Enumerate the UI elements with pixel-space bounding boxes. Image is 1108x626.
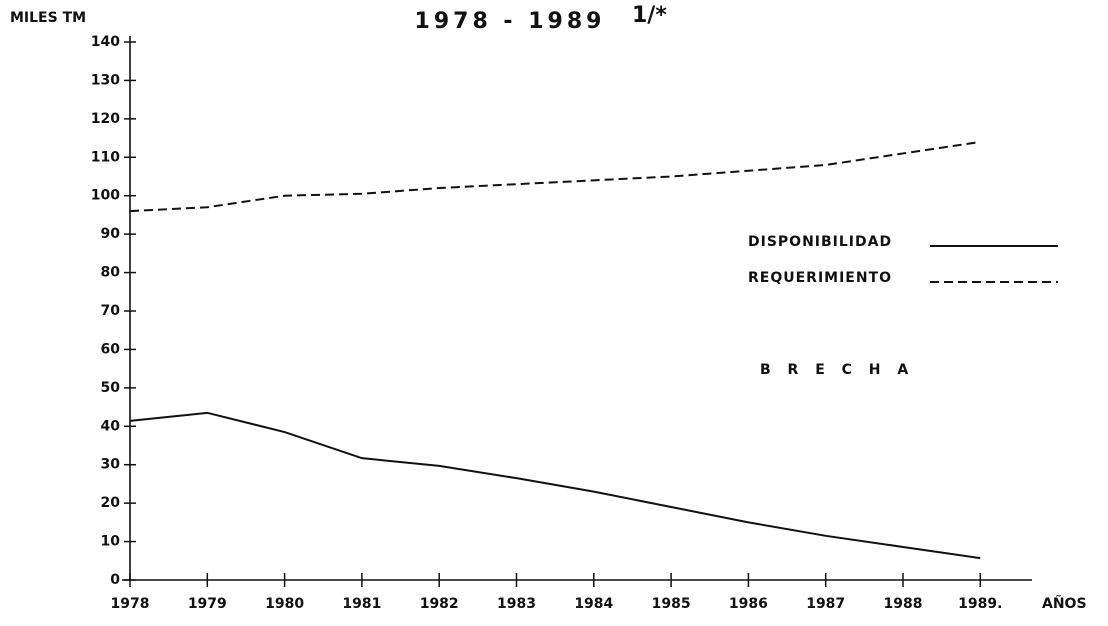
y-tick-label: 10: [101, 534, 121, 550]
x-tick-label: 1985: [652, 596, 691, 612]
x-tick-label: 1980: [265, 596, 304, 612]
legend-label: DISPONIBILIDAD: [748, 234, 892, 250]
y-tick-label: 0: [110, 572, 120, 588]
chart-subtitle: 1978 - 1989: [415, 9, 606, 34]
x-tick-label: 1984: [574, 596, 613, 612]
y-axis-label: MILES TM: [10, 10, 86, 26]
x-tick-label: 1981: [342, 596, 381, 612]
y-tick-label: 100: [91, 188, 120, 204]
legend-label: REQUERIMIENTO: [748, 270, 892, 286]
y-tick-label: 80: [101, 265, 121, 281]
x-tick-label: 1988: [884, 596, 923, 612]
y-tick-label: 140: [91, 34, 120, 50]
footnote-mark: 1/*: [632, 3, 667, 28]
x-tick-label: 1989.: [958, 596, 1002, 612]
x-tick-label: 1978: [111, 596, 150, 612]
x-tick-label: 1986: [729, 596, 768, 612]
y-tick-label: 70: [101, 303, 121, 319]
x-tick-label: 1983: [497, 596, 536, 612]
y-tick-label: 60: [101, 341, 121, 357]
y-tick-label: 110: [91, 149, 120, 165]
x-tick-label: 1979: [188, 596, 227, 612]
annotation: B R E C H A: [760, 362, 914, 378]
y-tick-label: 40: [101, 418, 121, 434]
series-line: [129, 411, 981, 560]
y-tick-label: 90: [101, 226, 121, 242]
y-tick-label: 120: [91, 111, 120, 127]
y-tick-label: 50: [101, 380, 121, 396]
y-tick-label: 130: [91, 72, 120, 88]
y-tick-label: 30: [101, 457, 121, 473]
x-tick-label: 1987: [806, 596, 845, 612]
x-tick-label: 1982: [420, 596, 459, 612]
x-axis-label: AÑOS: [1042, 595, 1087, 612]
series-line: [129, 140, 981, 213]
y-tick-label: 20: [101, 495, 121, 511]
